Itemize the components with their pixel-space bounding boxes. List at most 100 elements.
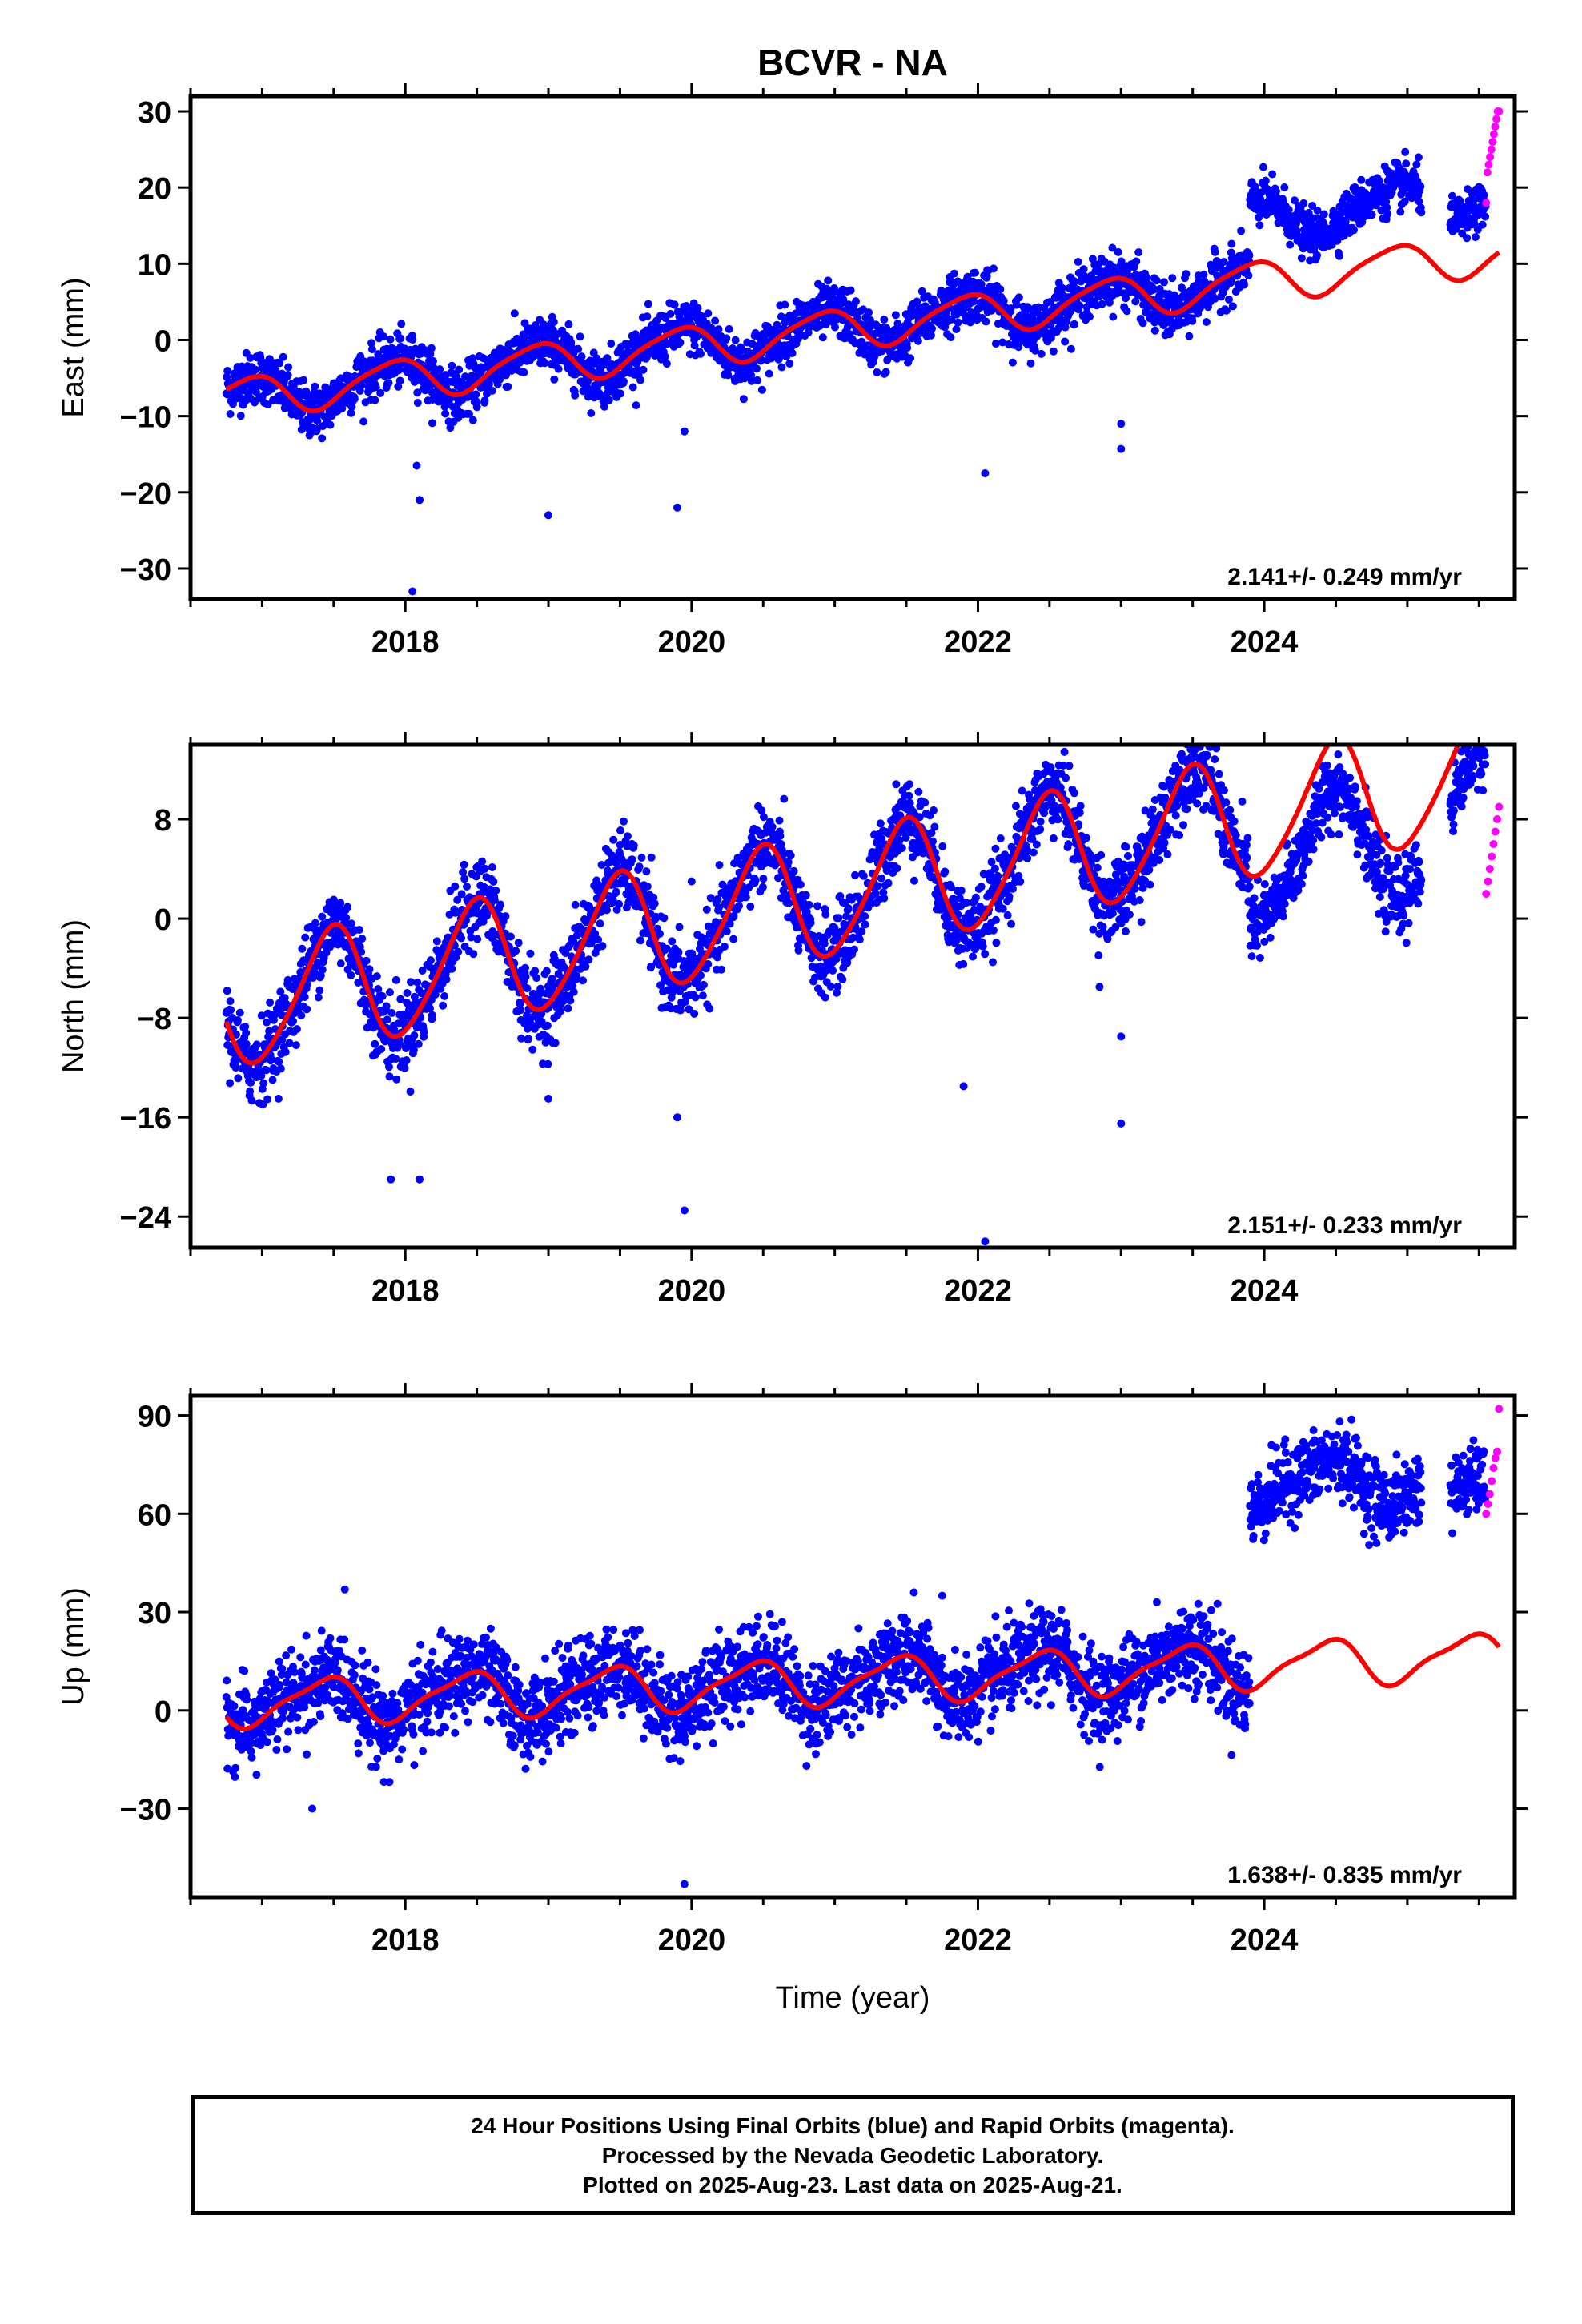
east-final-point <box>1255 221 1264 230</box>
north-final-point <box>704 959 713 968</box>
north-final-point <box>892 780 901 789</box>
east-final-point <box>1463 234 1472 243</box>
north-final-point <box>391 1055 400 1063</box>
east-final-point <box>1168 274 1177 283</box>
north-final-point <box>829 967 837 975</box>
east-final-point <box>628 383 637 392</box>
north-final-point <box>342 913 351 922</box>
north-final-point <box>706 894 715 903</box>
figure-title: BCVR - NA <box>757 42 948 83</box>
east-final-point <box>1240 280 1248 289</box>
east-x-tick-label: 2024 <box>1231 625 1299 659</box>
east-outlier-point <box>680 427 689 436</box>
north-final-point <box>526 949 535 958</box>
north-final-point <box>292 1025 301 1034</box>
north-final-point <box>849 933 857 942</box>
north-final-point <box>496 900 505 909</box>
east-final-point <box>1480 191 1488 199</box>
north-final-point <box>556 1007 565 1015</box>
north-final-point <box>283 975 292 984</box>
east-final-point <box>488 386 496 395</box>
east-final-point <box>1415 197 1423 206</box>
north-final-point <box>780 794 789 803</box>
east-final-point <box>367 339 375 348</box>
east-final-point <box>644 300 652 308</box>
north-final-point <box>871 889 880 898</box>
east-final-point <box>455 365 464 374</box>
north-final-point <box>259 1100 267 1109</box>
east-final-point <box>496 375 504 384</box>
east-outlier-point <box>416 496 424 505</box>
north-final-point <box>298 944 307 953</box>
north-final-point <box>674 948 683 956</box>
north-final-point <box>548 975 556 983</box>
east-final-point <box>1219 258 1228 266</box>
north-final-point <box>276 1064 285 1073</box>
north-final-point <box>566 996 575 1005</box>
east-final-point <box>873 368 881 376</box>
east-final-point <box>891 311 900 320</box>
east-final-point <box>577 352 586 361</box>
north-final-point <box>895 836 904 845</box>
east-final-point <box>822 318 831 327</box>
north-final-point <box>257 1072 266 1080</box>
north-final-point <box>285 1039 294 1047</box>
north-final-point <box>757 806 766 815</box>
east-final-point <box>246 353 255 362</box>
east-final-point <box>1012 300 1021 309</box>
east-final-point <box>1261 176 1270 185</box>
east-final-point <box>540 359 549 368</box>
east-final-point <box>1014 293 1023 302</box>
north-final-point <box>291 1041 300 1050</box>
east-final-point <box>1134 248 1143 257</box>
north-final-point <box>439 1001 448 1010</box>
north-final-point <box>448 964 456 973</box>
north-final-point <box>414 1039 423 1048</box>
east-final-point <box>952 325 961 333</box>
north-final-point <box>531 967 540 975</box>
north-final-point <box>564 1004 572 1013</box>
east-final-point <box>1211 295 1219 303</box>
north-final-point <box>784 858 793 866</box>
north-final-point <box>343 903 352 911</box>
north-final-point <box>223 987 231 995</box>
east-final-point <box>319 422 327 431</box>
east-final-point <box>1335 251 1343 260</box>
north-final-point <box>776 831 785 840</box>
east-final-point <box>1319 210 1328 219</box>
east-final-point <box>1383 203 1391 212</box>
east-final-point <box>1008 358 1017 367</box>
north-final-point <box>685 1005 693 1014</box>
north-final-point <box>357 947 366 956</box>
east-final-point <box>824 276 833 285</box>
east-final-point <box>550 375 559 384</box>
east-final-point <box>472 403 481 412</box>
north-final-point <box>759 813 768 822</box>
east-final-point <box>1160 278 1168 287</box>
north-final-point <box>720 943 729 951</box>
north-final-point <box>572 971 581 980</box>
north-final-point <box>857 927 866 935</box>
east-final-point <box>1286 240 1295 249</box>
north-final-point <box>796 880 805 889</box>
east-final-point <box>690 341 699 350</box>
north-final-point <box>914 787 923 796</box>
north-final-point <box>516 999 524 1008</box>
east-final-point <box>1401 147 1410 156</box>
east-final-point <box>1122 294 1130 303</box>
east-final-point <box>1026 359 1035 368</box>
east-final-point <box>753 376 761 384</box>
east-final-point <box>408 336 417 344</box>
east-final-point <box>236 412 245 420</box>
east-final-point <box>1150 326 1159 335</box>
east-final-point <box>861 350 869 359</box>
north-final-point <box>374 985 383 993</box>
north-final-point <box>817 946 826 955</box>
east-final-point <box>1313 251 1321 259</box>
north-final-point <box>512 947 520 955</box>
north-final-point <box>227 1006 235 1015</box>
east-final-point <box>426 350 435 359</box>
east-final-point <box>1131 271 1140 279</box>
